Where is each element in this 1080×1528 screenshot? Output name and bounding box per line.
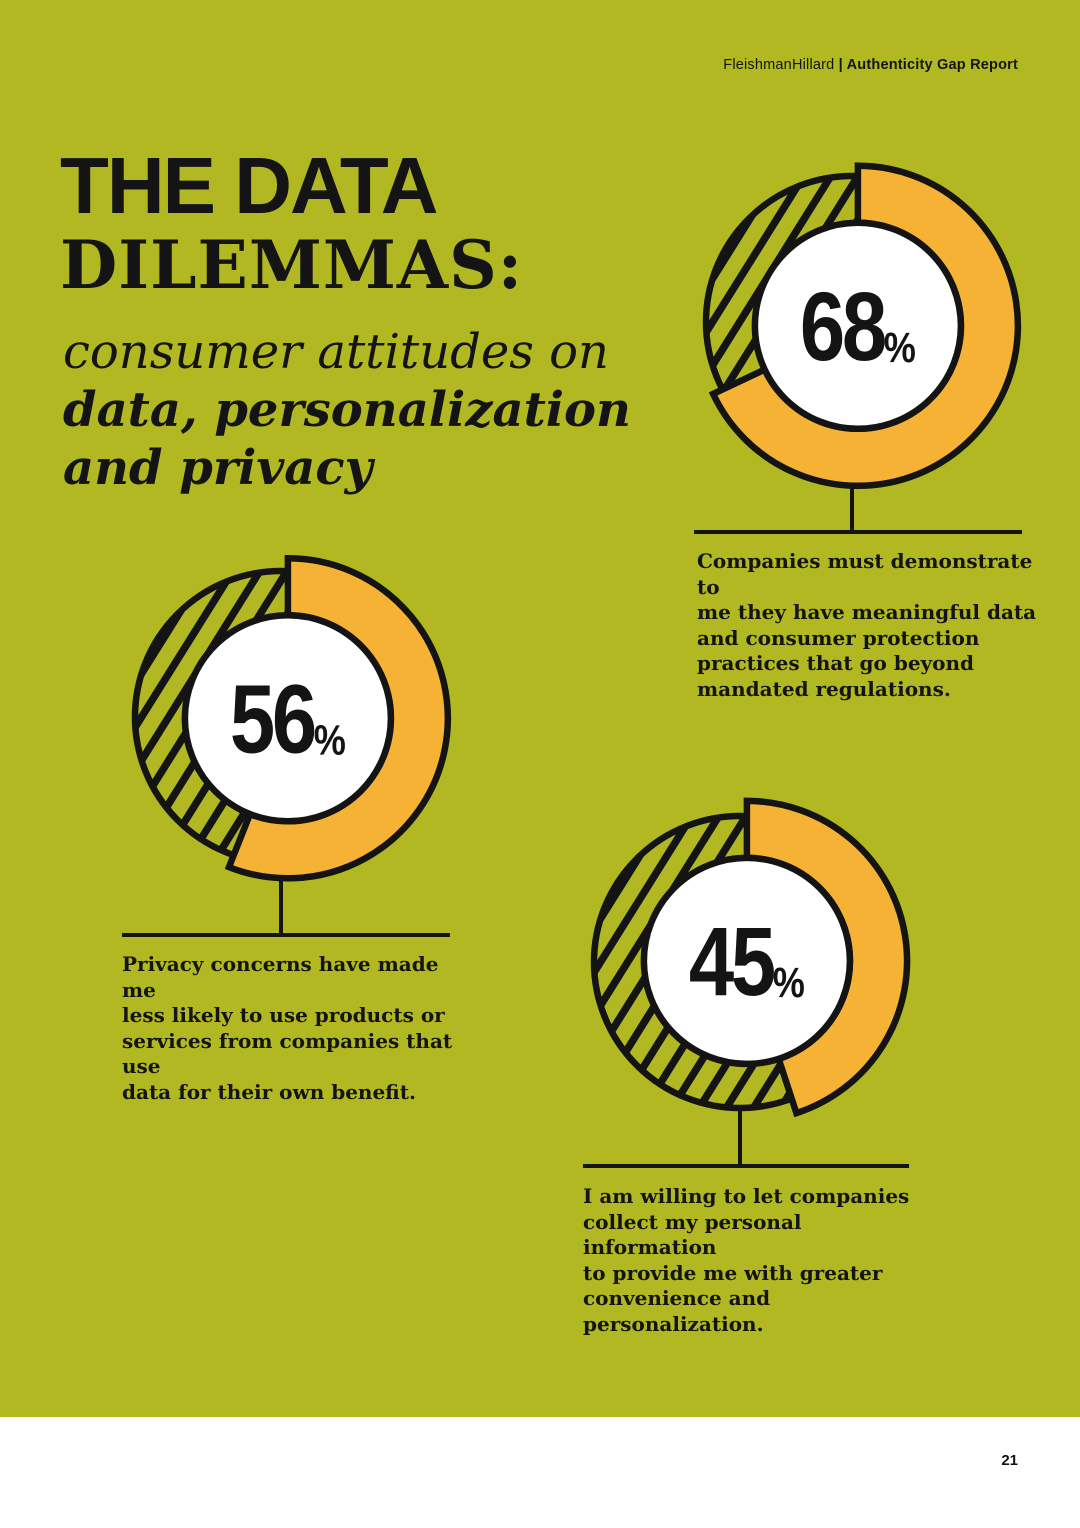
- chart-stem: [738, 1075, 742, 1168]
- page-subtitle-line2: data, personalization: [63, 382, 631, 438]
- percent-sign: %: [314, 716, 346, 764]
- page-number: 21: [1001, 1452, 1018, 1469]
- donut-value: 45: [689, 907, 775, 1015]
- report-name: Authenticity Gap Report: [846, 57, 1018, 73]
- page-title-line2: DILEMMAS:: [60, 226, 524, 304]
- page-subtitle-line1: consumer attitudes on: [63, 324, 609, 380]
- donut-value: 68: [800, 272, 886, 380]
- caption-rule: [122, 933, 450, 937]
- header-separator: |: [834, 57, 847, 73]
- report-page-canvas: FleishmanHillard | Authenticity Gap Repo…: [0, 0, 1080, 1417]
- donut-chart-45: 45%: [590, 797, 911, 1118]
- percent-sign: %: [773, 959, 805, 1007]
- chart-caption-68: Companies must demonstrate to me they ha…: [697, 549, 1037, 701]
- svg-text:56%: 56%: [230, 665, 346, 773]
- svg-text:45%: 45%: [689, 907, 805, 1015]
- chart-caption-45: I am willing to let companies collect my…: [583, 1184, 910, 1336]
- page-title-line1: THE DATA: [60, 141, 439, 230]
- caption-rule: [583, 1164, 909, 1168]
- donut-chart-56: 56%: [131, 555, 452, 882]
- page-header: FleishmanHillard | Authenticity Gap Repo…: [723, 57, 1018, 73]
- chart-stem: [279, 840, 283, 937]
- brand-name: FleishmanHillard: [723, 57, 835, 73]
- donut-value: 56: [230, 665, 315, 773]
- page-subtitle-line3: and privacy: [63, 440, 373, 496]
- caption-rule: [694, 530, 1022, 534]
- svg-text:68%: 68%: [800, 272, 916, 380]
- percent-sign: %: [884, 324, 916, 372]
- chart-caption-56: Privacy concerns have made me less likel…: [122, 952, 453, 1104]
- donut-chart-68: 68%: [702, 162, 1022, 490]
